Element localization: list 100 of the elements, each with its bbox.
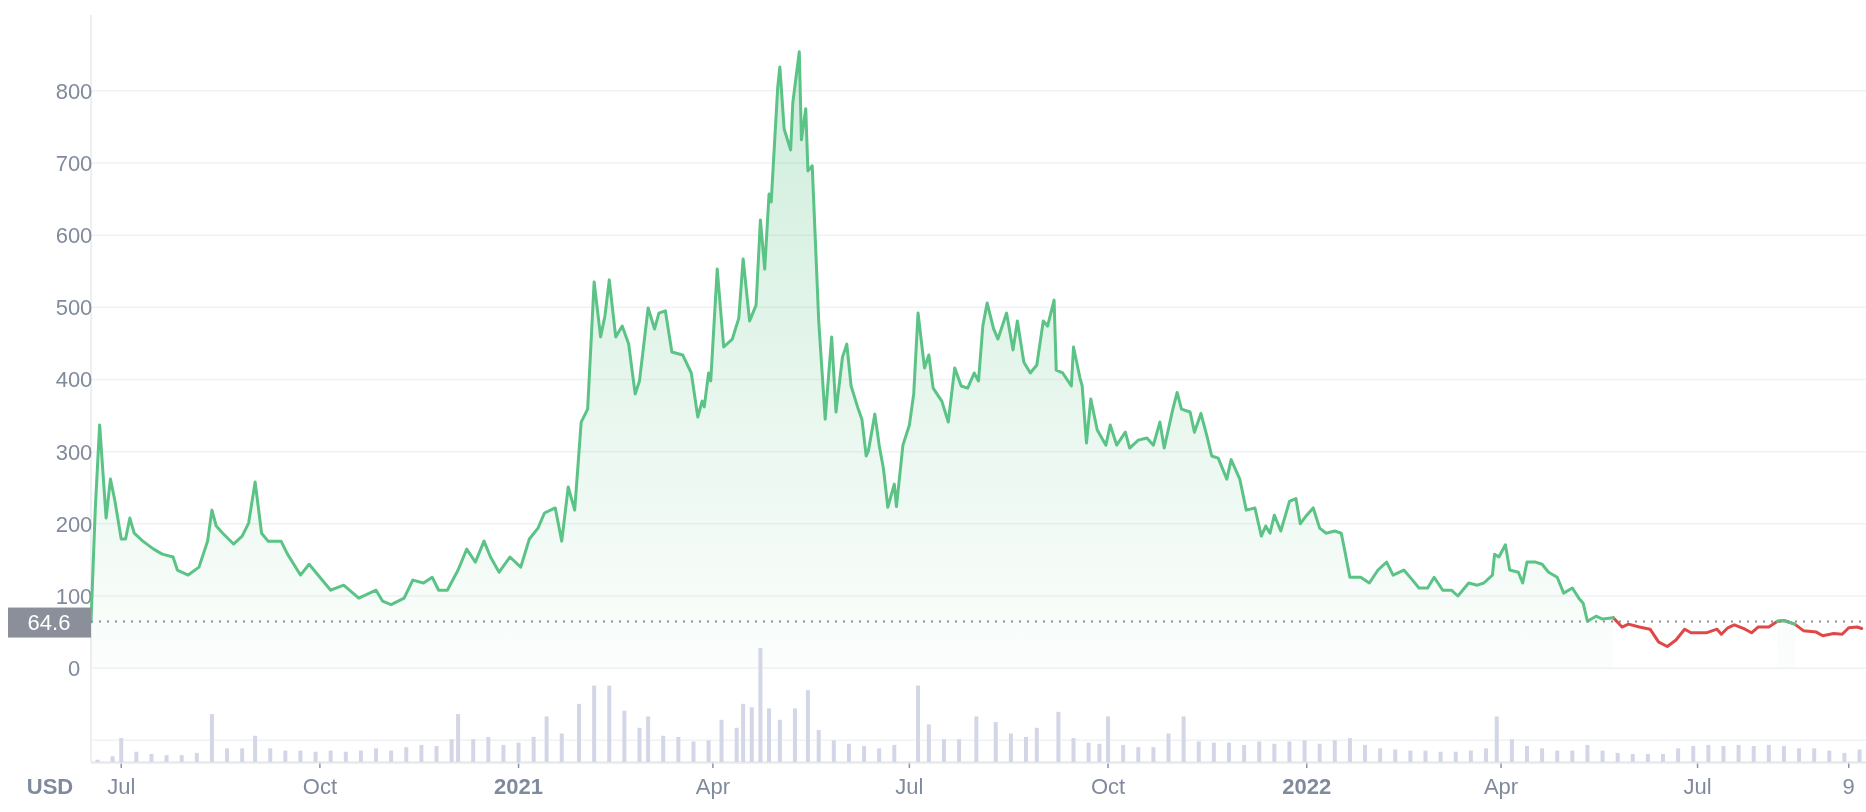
bar (328, 750, 333, 762)
bar (283, 750, 288, 762)
bar (449, 739, 454, 762)
bar (1827, 750, 1832, 762)
bar (1242, 744, 1247, 762)
bar (404, 747, 409, 762)
bar (456, 714, 461, 762)
bar (1287, 741, 1292, 762)
bar (1857, 749, 1862, 762)
bar (592, 685, 597, 762)
bar (1691, 746, 1696, 762)
bar (149, 754, 154, 762)
bar (1151, 747, 1156, 762)
bar (1645, 754, 1650, 762)
bar (1181, 716, 1186, 762)
bar (1453, 751, 1458, 762)
x-tick-label: Oct (1090, 774, 1126, 799)
ref-line-label: 64.6 (27, 609, 71, 635)
x-tick-label: Apr (695, 774, 731, 799)
bar (1676, 748, 1681, 762)
bar (1524, 746, 1529, 762)
bar (816, 730, 821, 762)
bar (544, 716, 549, 762)
bar (179, 755, 184, 762)
bar (1257, 741, 1262, 762)
x-tick-label: Oct (302, 774, 338, 799)
y-tick-label: 400 (55, 367, 93, 393)
bar (1661, 754, 1666, 762)
bar (298, 750, 303, 762)
y-tick-label: 500 (55, 295, 93, 321)
bar (637, 727, 642, 762)
bar (974, 716, 979, 762)
y-tick-label: 600 (55, 223, 93, 249)
bar (1706, 744, 1711, 762)
x-tick-label: 2022 (1282, 774, 1332, 799)
bar (1086, 742, 1091, 762)
bar (1797, 748, 1802, 762)
bar (719, 719, 724, 762)
x-tick-label: 9 (1842, 774, 1855, 799)
bar (358, 750, 363, 762)
bar (1317, 743, 1322, 762)
bar (1509, 739, 1514, 762)
bar (831, 740, 836, 762)
bar (706, 740, 711, 762)
bar (374, 748, 379, 762)
bar (758, 648, 763, 762)
bar (1585, 744, 1590, 762)
bar (134, 751, 139, 762)
y-tick-label: 200 (55, 511, 93, 537)
x-tick-label: Apr (1483, 774, 1519, 799)
bar (892, 744, 897, 762)
bar (1378, 748, 1383, 762)
bar (1024, 736, 1029, 762)
x-tick-label: Jul (107, 774, 136, 799)
bar (862, 746, 867, 762)
bar (110, 756, 115, 762)
bar (1423, 750, 1428, 762)
bar (777, 719, 782, 762)
bar (1136, 747, 1141, 762)
bar (419, 744, 424, 762)
bar (1721, 746, 1726, 762)
bar (313, 751, 318, 762)
bar (1363, 744, 1368, 762)
bar (531, 736, 536, 762)
bar (767, 708, 772, 762)
bar (1196, 741, 1201, 762)
y-tick-label: 300 (55, 439, 93, 465)
bar (164, 755, 169, 762)
bar (486, 736, 491, 762)
bar (516, 742, 521, 762)
y-tick-label: 0 (67, 656, 81, 682)
bar (846, 743, 851, 762)
bar (1555, 750, 1560, 762)
bar (646, 716, 651, 762)
line-series (1611, 616, 1864, 649)
bar (1408, 750, 1413, 762)
bar (607, 685, 612, 762)
y-axis-title: USD (26, 774, 74, 799)
bar (941, 739, 946, 762)
bar (1211, 742, 1216, 762)
bar (1468, 750, 1473, 762)
bar (1106, 716, 1111, 762)
bar (1226, 742, 1231, 762)
bar (194, 752, 199, 762)
bar (1812, 748, 1817, 762)
bar (1600, 750, 1605, 762)
bar (1302, 740, 1307, 762)
bar (253, 735, 258, 762)
bar (501, 744, 506, 762)
bar (661, 735, 666, 762)
bar (389, 750, 394, 762)
bar (1781, 746, 1786, 762)
bar (1494, 716, 1499, 762)
bar (805, 690, 810, 762)
bar (749, 707, 754, 762)
bar (1121, 744, 1126, 762)
bar (741, 703, 746, 762)
x-tick-label: Jul (895, 774, 924, 799)
bar (1630, 754, 1635, 762)
bar (1736, 744, 1741, 762)
